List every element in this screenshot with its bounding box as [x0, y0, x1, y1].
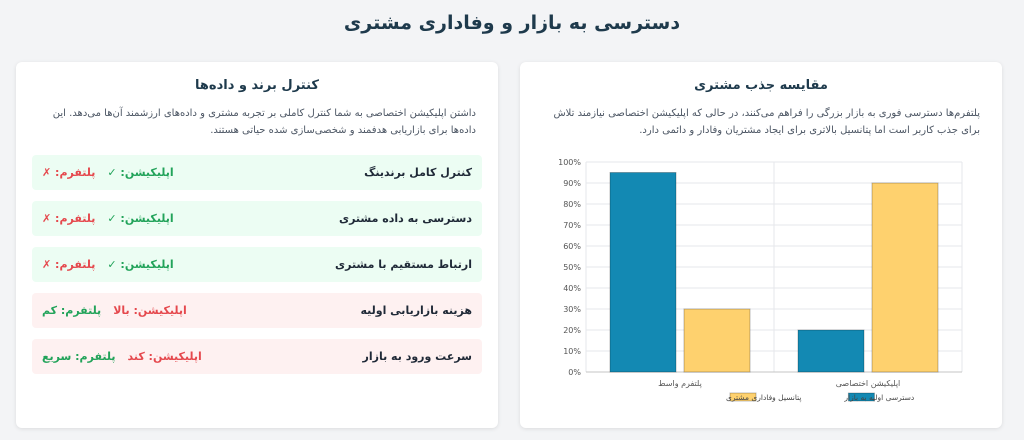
legend-swatch	[729, 392, 757, 402]
app-value: اپلیکیشن: ✓	[107, 166, 174, 179]
app-value: اپلیکیشن: ✓	[107, 258, 174, 271]
platform-value: پلتفرم: کم	[42, 304, 102, 317]
page-title: دسترسی به بازار و وفاداری مشتری	[343, 12, 681, 34]
app-value: اپلیکیشن: بالا	[113, 304, 187, 317]
bar	[871, 182, 939, 373]
y-tick-label: 90%	[563, 179, 581, 188]
y-tick-label: 20%	[563, 326, 581, 335]
x-tick-label: اپلیکیشن اختصاصی	[836, 379, 901, 388]
app-value: اپلیکیشن: ✓	[107, 212, 174, 225]
y-tick-label: 50%	[563, 263, 581, 272]
legend-swatch	[847, 392, 875, 402]
comparison-row-label: کنترل کامل برندینگ	[364, 166, 472, 179]
y-tick-label: 70%	[563, 221, 581, 230]
bar	[609, 172, 677, 373]
comparison-row: کنترل کامل برندینگ اپلیکیشن: ✓ پلتفرم: ✗	[32, 155, 482, 190]
comparison-row-label: هزینه بازاریابی اولیه	[360, 304, 472, 317]
y-tick-label: 40%	[563, 284, 581, 293]
comparison-row-label: سرعت ورود به بازار	[362, 350, 472, 363]
y-tick-label: 60%	[563, 242, 581, 251]
comparison-row: سرعت ورود به بازار اپلیکیشن: کند پلتفرم:…	[32, 339, 482, 374]
legend-label: پتانسیل وفاداری مشتری	[726, 393, 802, 402]
y-tick-label: 100%	[558, 158, 581, 167]
comparison-row: دسترسی به داده مشتری اپلیکیشن: ✓ پلتفرم:…	[32, 201, 482, 236]
comparison-list: کنترل کامل برندینگ اپلیکیشن: ✓ پلتفرم: ✗…	[32, 155, 482, 385]
platform-value: پلتفرم: ✗	[42, 166, 96, 179]
acquisition-chart-description: پلتفرم‌ها دسترسی فوری به بازار بزرگی را …	[553, 108, 980, 136]
x-tick-label: پلتفرم واسط	[658, 379, 702, 388]
brand-control-title: کنترل برند و داده‌ها	[195, 78, 319, 93]
acquisition-chart-card: مقایسه جذب مشتری پلتفرم‌ها دسترسی فوری ب…	[520, 62, 1002, 428]
comparison-row-label: دسترسی به داده مشتری	[338, 212, 472, 225]
bar	[797, 329, 865, 373]
bar	[683, 308, 751, 373]
y-tick-label: 30%	[563, 305, 581, 314]
y-tick-label: 80%	[563, 200, 581, 209]
platform-value: پلتفرم: ✗	[42, 212, 96, 225]
comparison-row-label: ارتباط مستقیم با مشتری	[335, 258, 472, 271]
acquisition-chart-title: مقایسه جذب مشتری	[694, 78, 828, 93]
comparison-row: هزینه بازاریابی اولیه اپلیکیشن: بالا پلت…	[32, 293, 482, 328]
brand-control-description: داشتن اپلیکیشن اختصاصی به شما کنترل کامل…	[52, 108, 476, 136]
y-tick-label: 0%	[568, 368, 581, 377]
brand-control-card: کنترل برند و داده‌ها داشتن اپلیکیشن اختص…	[16, 62, 498, 428]
app-value: اپلیکیشن: کند	[127, 350, 202, 363]
comparison-row: ارتباط مستقیم با مشتری اپلیکیشن: ✓ پلتفر…	[32, 247, 482, 282]
y-tick-label: 10%	[563, 347, 581, 356]
platform-value: پلتفرم: سریع	[42, 350, 116, 363]
platform-value: پلتفرم: ✗	[42, 258, 96, 271]
acquisition-bar-chart: 0% 10% 20% 30% 40% 50% 60% 70% 80% 90% 100% پلتفرم …	[558, 158, 963, 402]
legend-label: دسترسی اولیه به بازار	[843, 393, 914, 402]
